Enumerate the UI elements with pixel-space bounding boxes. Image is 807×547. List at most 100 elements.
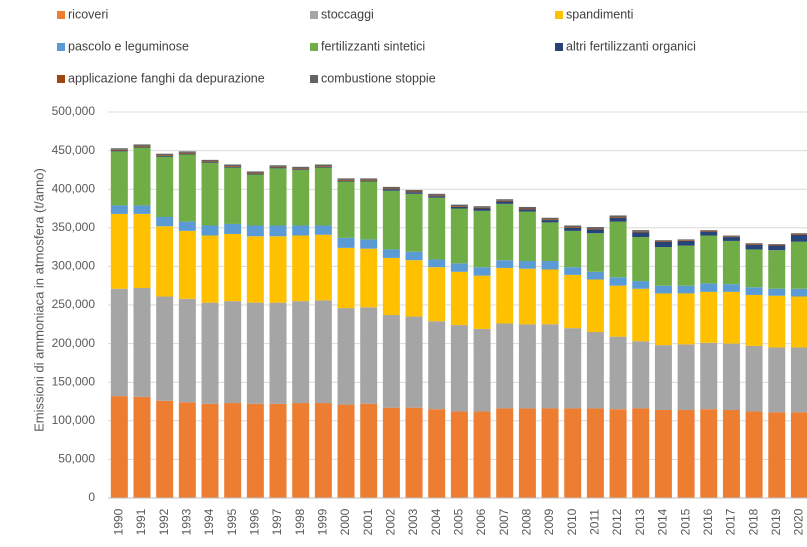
bar-segment — [337, 181, 355, 238]
bar-segment — [700, 231, 718, 236]
bar-segment — [654, 240, 672, 242]
bar-segment — [790, 296, 807, 348]
bar-segment — [428, 196, 446, 198]
bar-segment — [201, 162, 219, 226]
x-tick-label: 2006 — [474, 508, 488, 535]
bar-segment — [201, 161, 219, 163]
legend-label: pascolo e leguminose — [68, 39, 189, 53]
bar-segment — [133, 145, 151, 147]
x-tick-label: 2017 — [724, 508, 738, 535]
bar-segment — [632, 408, 650, 498]
bar-segment — [269, 403, 287, 498]
bar-segment — [586, 332, 604, 409]
x-tick-label: 1991 — [134, 508, 148, 535]
bar-segment — [201, 302, 219, 404]
bar-segment — [677, 344, 695, 410]
legend-label: ricoveri — [68, 7, 108, 21]
bar-segment — [201, 225, 219, 236]
bar-segment — [586, 229, 604, 234]
bar-segment — [110, 288, 128, 397]
bar-segment — [269, 167, 287, 169]
y-tick-label: 200,000 — [52, 336, 96, 350]
bar-segment — [473, 411, 491, 498]
bar-segment — [768, 250, 786, 289]
bar-segment — [246, 172, 264, 174]
bar-segment — [654, 241, 672, 248]
bar-segment — [632, 281, 650, 289]
bar-segment — [133, 144, 151, 146]
bar-segment — [473, 210, 491, 268]
bar-segment — [700, 342, 718, 410]
bar-segment — [201, 403, 219, 498]
y-tick-label: 0 — [88, 490, 95, 504]
bar-segment — [450, 325, 468, 412]
bar-segment — [768, 347, 786, 413]
bar-segment — [722, 343, 740, 410]
bar-segment — [360, 239, 378, 249]
bar-segment — [405, 193, 423, 252]
bar-segment — [246, 225, 264, 237]
legend-label: stoccaggi — [321, 7, 374, 21]
bar-segment — [745, 411, 763, 498]
bar-segment — [428, 197, 446, 260]
bar-segment — [541, 217, 559, 220]
bar-segment — [292, 169, 310, 170]
bar-segment — [496, 260, 514, 268]
bar-segment — [246, 302, 264, 404]
bar-segment — [292, 168, 310, 170]
x-tick-label: 2014 — [656, 508, 670, 535]
bar-segment — [314, 164, 332, 167]
bar-segment — [156, 155, 174, 157]
bar-segment — [292, 403, 310, 498]
x-tick-label: 1995 — [225, 508, 239, 535]
bar-segment — [314, 300, 332, 404]
bar-segment — [473, 207, 491, 209]
x-tick-label: 2007 — [497, 508, 511, 535]
bar-segment — [428, 259, 446, 268]
bar-segment — [677, 245, 695, 286]
x-tick-label: 2013 — [633, 508, 647, 535]
bar-segment — [586, 408, 604, 498]
bar-segment — [156, 400, 174, 498]
bar-segment — [722, 240, 740, 285]
bar-segment — [745, 244, 763, 245]
bar-segment — [722, 409, 740, 498]
bar-segment — [360, 178, 378, 180]
bar-segment — [768, 244, 786, 246]
bar-segment — [768, 295, 786, 348]
bar-segment — [337, 179, 355, 181]
bar-segment — [700, 409, 718, 498]
bar-segment — [609, 277, 627, 286]
bar-segment — [133, 288, 151, 397]
bar-segment — [428, 195, 446, 197]
y-axis-title: Emissioni di ammoniaca in atmosfera (t/a… — [31, 168, 46, 432]
y-tick-label: 50,000 — [58, 452, 95, 466]
bar-segment — [518, 209, 536, 212]
bar-segment — [382, 257, 400, 316]
bar-segment — [473, 328, 491, 412]
bar-segment — [224, 167, 242, 224]
bar-segment — [224, 166, 242, 168]
y-tick-label: 350,000 — [52, 220, 96, 234]
bar-segment — [450, 204, 468, 207]
legend-swatch — [555, 11, 563, 19]
bar-segment — [110, 205, 128, 214]
bar-segment — [654, 285, 672, 294]
bar-segment — [178, 221, 196, 231]
legend-swatch — [310, 11, 318, 19]
bar-segment — [700, 283, 718, 292]
bar-segment — [564, 267, 582, 275]
bar-segment — [292, 166, 310, 169]
legend-label: altri fertilizzanti organici — [566, 39, 696, 53]
bar-segment — [110, 213, 128, 289]
x-tick-label: 2010 — [565, 508, 579, 535]
bar-segment — [133, 396, 151, 498]
legend-label: applicazione fanghi da depurazione — [68, 71, 265, 85]
bar-segment — [473, 208, 491, 211]
bar-segment — [337, 308, 355, 405]
x-tick-label: 2020 — [792, 508, 806, 535]
x-tick-label: 2009 — [542, 508, 556, 535]
bar-segment — [518, 260, 536, 269]
x-tick-label: 1997 — [270, 508, 284, 535]
